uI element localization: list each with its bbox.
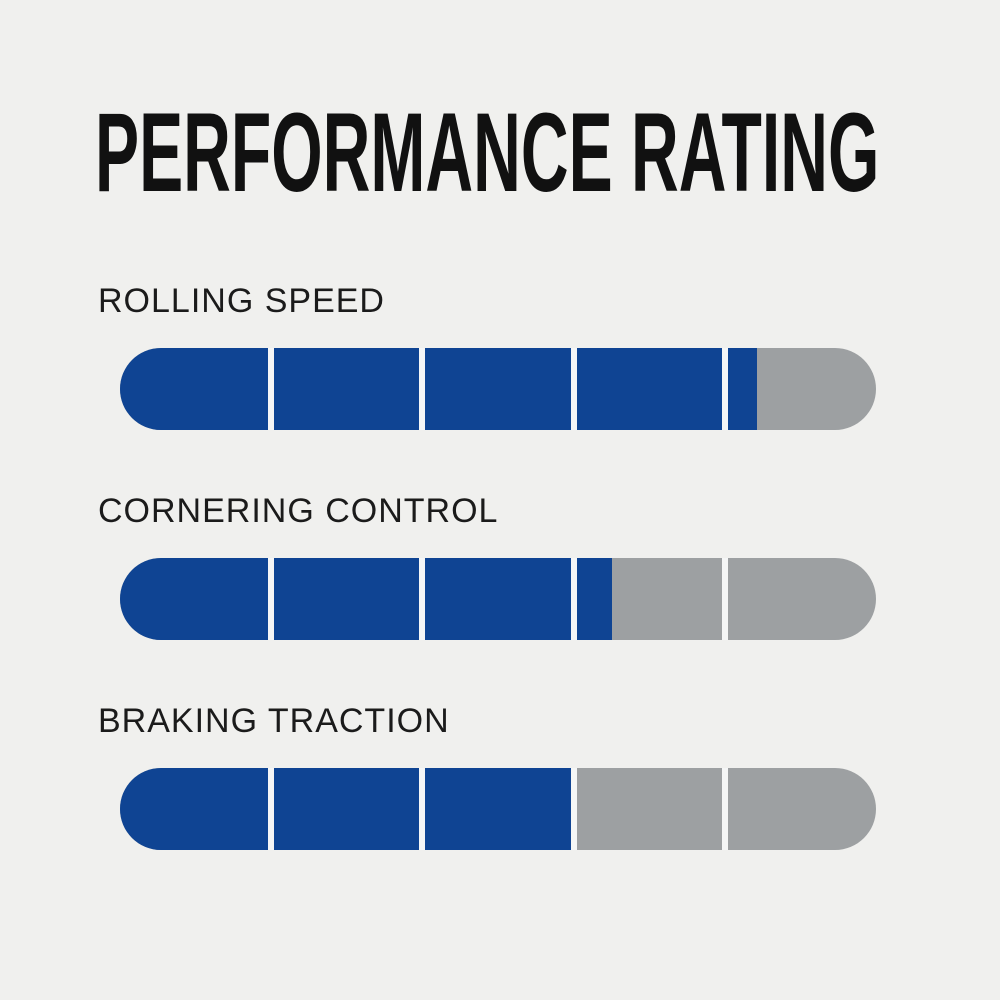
segment-divider: [268, 768, 275, 850]
segment-divider: [570, 558, 577, 640]
segment-divider: [419, 348, 426, 430]
segment-divider: [419, 768, 426, 850]
segment-divider: [268, 348, 275, 430]
rating-label-braking-traction: BRAKING TRACTION: [98, 702, 450, 740]
rating-bar-fill: [120, 768, 576, 850]
rating-bar-braking-traction: [120, 768, 876, 850]
segment-divider: [419, 558, 426, 640]
page-title: PERFORMANCE RATING: [95, 97, 1000, 209]
rating-label-cornering-control: CORNERING CONTROL: [98, 492, 499, 530]
segment-divider: [570, 768, 577, 850]
segment-divider: [268, 558, 275, 640]
segment-divider: [721, 558, 728, 640]
rating-label-rolling-speed: ROLLING SPEED: [98, 282, 385, 320]
rating-bar-cornering-control: [120, 558, 876, 640]
segment-divider: [721, 348, 728, 430]
page-title-text: PERFORMANCE RATING: [95, 90, 880, 215]
rating-bar-fill: [120, 558, 613, 640]
rating-bar-fill: [120, 348, 758, 430]
segment-divider: [721, 768, 728, 850]
segment-divider: [570, 348, 577, 430]
rating-bar-rolling-speed: [120, 348, 876, 430]
